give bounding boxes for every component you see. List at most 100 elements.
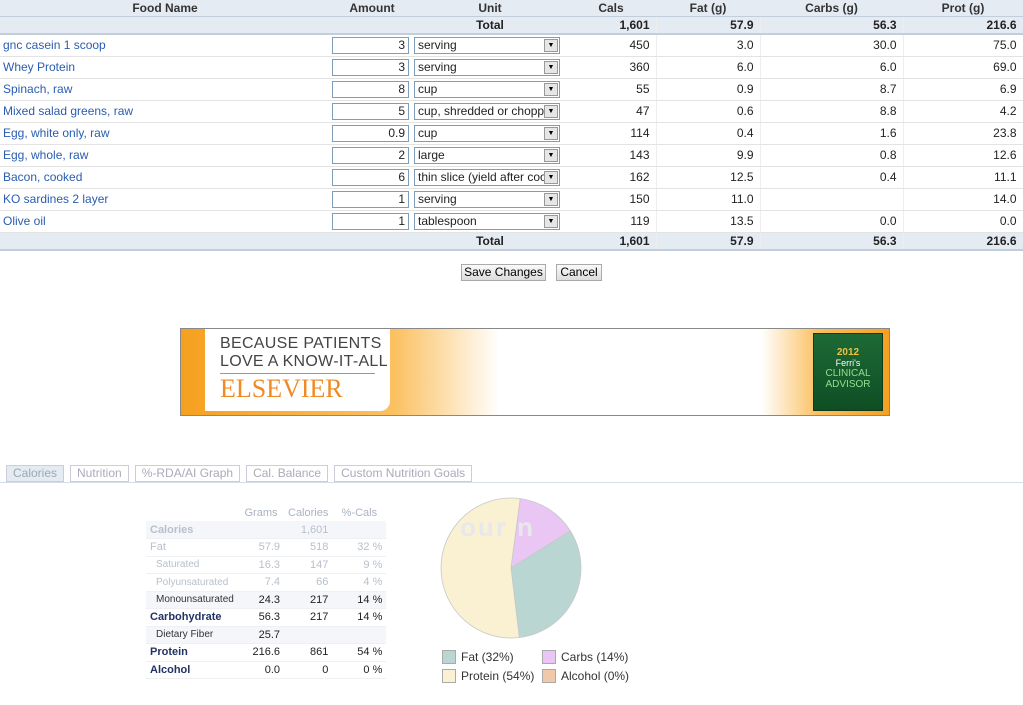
food-name-link[interactable]: Mixed salad greens, raw	[0, 100, 330, 123]
col-food-name[interactable]: Food Name	[0, 0, 330, 17]
amount-input[interactable]: 8	[332, 80, 409, 98]
elsevier-ad-banner[interactable]: BECAUSE PATIENTS LOVE A KNOW-IT-ALL ELSE…	[180, 328, 890, 416]
food-row: Mixed salad greens, raw 5 cup, shredded or…	[0, 100, 1023, 123]
nut-cals: 147	[284, 556, 333, 574]
total-carbs: 56.3	[760, 16, 904, 35]
cancel-button[interactable]: Cancel	[556, 264, 602, 281]
total-cals: 1,601	[566, 16, 657, 35]
nut-pct: 4 %	[332, 573, 387, 592]
amount-input[interactable]: 0.9	[332, 124, 409, 142]
nut-label: Polyunsaturated	[146, 573, 238, 592]
nut-col-grams: Grams	[244, 506, 278, 519]
nut-pct: 32 %	[332, 538, 387, 557]
food-name-link[interactable]: gnc casein 1 scoop	[0, 34, 330, 57]
amount-input[interactable]: 3	[332, 58, 409, 76]
ad-brand: ELSEVIER	[220, 373, 375, 404]
legend-protein: Protein (54%)	[442, 669, 534, 683]
carbs-cell: 30.0	[760, 34, 904, 57]
total-label: Total	[414, 16, 566, 35]
nut-label: Protein	[146, 643, 238, 662]
chevron-down-icon[interactable]: ▼	[544, 82, 558, 96]
food-name-link[interactable]: Spinach, raw	[0, 78, 330, 101]
col-carbs[interactable]: Carbs (g)	[760, 0, 903, 17]
nut-pct: 14 %	[332, 591, 387, 609]
food-table: Food Name Amount Unit Cals Fat (g) Carbs…	[0, 0, 1023, 251]
food-name-link[interactable]: Olive oil	[0, 210, 330, 233]
book-sub2: ADVISOR	[825, 379, 871, 390]
carbs-cell: 0.0	[760, 210, 904, 233]
unit-value: thin slice (yield after coo	[418, 169, 547, 184]
col-fat[interactable]: Fat (g)	[656, 0, 760, 17]
legend-swatch-alcohol	[542, 669, 556, 683]
unit-select[interactable]: large ▼	[414, 146, 560, 164]
tab-rda-graph[interactable]: %-RDA/AI Graph	[134, 465, 241, 482]
unit-select[interactable]: cup, shredded or chopp ▼	[414, 102, 560, 120]
unit-value: serving	[418, 191, 457, 206]
amount-input[interactable]: 3	[332, 36, 409, 54]
chevron-down-icon[interactable]: ▼	[544, 192, 558, 206]
tab-nutrition[interactable]: Nutrition	[70, 465, 129, 482]
food-name-link[interactable]: Whey Protein	[0, 56, 330, 79]
nut-label: Dietary Fiber	[146, 626, 238, 644]
pie-slice-fat	[510, 530, 582, 638]
chevron-down-icon[interactable]: ▼	[544, 104, 558, 118]
col-prot[interactable]: Prot (g)	[903, 0, 1023, 17]
chevron-down-icon[interactable]: ▼	[544, 126, 558, 140]
col-unit[interactable]: Unit	[414, 0, 566, 17]
nut-row-saturated: Saturated 16.3 147 9 %	[146, 556, 387, 574]
food-name-link[interactable]: KO sardines 2 layer	[0, 188, 330, 211]
unit-select[interactable]: cup ▼	[414, 124, 560, 142]
chevron-down-icon[interactable]: ▼	[544, 38, 558, 52]
fat-cell: 12.5	[656, 166, 761, 189]
unit-select[interactable]: cup ▼	[414, 80, 560, 98]
amount-input[interactable]: 6	[332, 168, 409, 186]
total-fat: 57.9	[656, 16, 761, 35]
nut-row-carbohydrate: Carbohydrate 56.3 217 14 %	[146, 608, 387, 627]
tab-custom-goals[interactable]: Custom Nutrition Goals	[334, 465, 473, 482]
carbs-cell	[760, 188, 904, 211]
col-cals[interactable]: Cals	[566, 0, 656, 17]
tab-calories[interactable]: Calories	[6, 465, 65, 482]
nut-pct: 54 %	[332, 643, 387, 662]
chevron-down-icon[interactable]: ▼	[544, 148, 558, 162]
amount-input[interactable]: 2	[332, 146, 409, 164]
total-row-top: Total 1,601 57.9 56.3 216.6	[0, 16, 1023, 35]
unit-select[interactable]: serving ▼	[414, 190, 560, 208]
nut-row-calories: Calories 1,601	[146, 521, 387, 539]
cals-cell: 450	[566, 34, 657, 57]
nut-label: Carbohydrate	[146, 608, 238, 627]
amount-input[interactable]: 1	[332, 212, 409, 230]
food-name-link[interactable]: Egg, white only, raw	[0, 122, 330, 145]
food-name-link[interactable]: Bacon, cooked	[0, 166, 330, 189]
amount-input[interactable]: 1	[332, 190, 409, 208]
nut-pct: 14 %	[332, 608, 387, 627]
nut-cals: 217	[284, 591, 333, 609]
nut-label: Saturated	[146, 556, 238, 574]
unit-select[interactable]: serving ▼	[414, 36, 560, 54]
cals-cell: 143	[566, 144, 657, 167]
ad-book-cover: 2012 Ferri's CLINICAL ADVISOR	[813, 333, 883, 411]
nut-row-fat: Fat 57.9 518 32 %	[146, 538, 387, 557]
food-row: gnc casein 1 scoop 3 serving ▼ 450 3.0 30.0 75.…	[0, 34, 1023, 57]
legend-label: Fat (32%)	[461, 650, 514, 664]
nut-grams: 24.3	[238, 591, 284, 609]
prot-cell: 14.0	[903, 188, 1023, 211]
fat-cell: 0.9	[656, 78, 761, 101]
ad-text-card: BECAUSE PATIENTS LOVE A KNOW-IT-ALL ELSE…	[205, 329, 390, 411]
save-changes-button[interactable]: Save Changes	[461, 264, 546, 281]
amount-input[interactable]: 5	[332, 102, 409, 120]
col-amount[interactable]: Amount	[330, 0, 414, 17]
calorie-pie-chart	[440, 497, 582, 639]
unit-select[interactable]: tablespoon ▼	[414, 212, 560, 230]
unit-select[interactable]: serving ▼	[414, 58, 560, 76]
unit-select[interactable]: thin slice (yield after coo ▼	[414, 168, 560, 186]
food-name-link[interactable]: Egg, whole, raw	[0, 144, 330, 167]
nut-grams: 216.6	[238, 643, 284, 662]
nut-label: Alcohol	[146, 661, 238, 679]
total-row-bottom: Total 1,601 57.9 56.3 216.6	[0, 232, 1023, 251]
chevron-down-icon[interactable]: ▼	[544, 60, 558, 74]
chevron-down-icon[interactable]: ▼	[544, 214, 558, 228]
chevron-down-icon[interactable]: ▼	[544, 170, 558, 184]
tab-cal-balance[interactable]: Cal. Balance	[246, 465, 329, 482]
